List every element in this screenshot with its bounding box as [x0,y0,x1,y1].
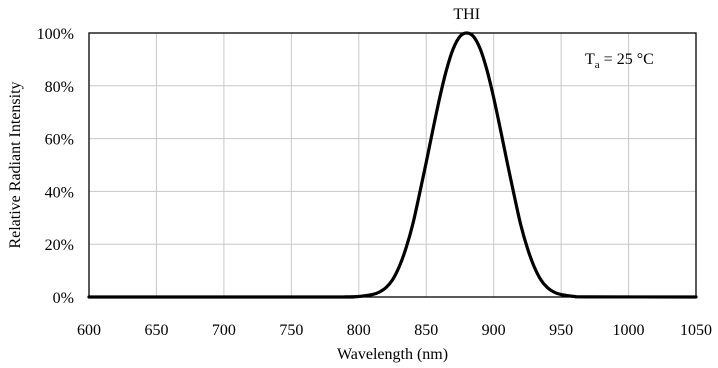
y-tick-label: 0% [53,290,74,307]
y-tick-label: 40% [45,184,74,201]
plot-area-frame [88,32,697,298]
x-tick-label: 850 [414,322,438,339]
y-tick-label: 80% [45,79,74,96]
annotation-subscript: a [595,59,600,71]
grid [89,33,696,297]
x-tick-label: 950 [549,322,573,339]
y-tick-label: 20% [45,237,74,254]
y-tick-label: 100% [37,26,74,43]
x-tick-label: 600 [77,322,101,339]
x-tick-label: 700 [212,322,236,339]
x-tick-label: 650 [144,322,168,339]
chart-title: THI [453,6,480,23]
x-tick-label: 1000 [613,322,645,339]
series-layer [87,31,698,299]
x-tick-label: 750 [279,322,303,339]
annotation-symbol: T [585,51,595,68]
x-tick-labels: 600 650 700 750 800 850 900 950 1000 1050 [77,322,712,339]
x-tick-label: 900 [482,322,506,339]
y-axis-title: Relative Radiant Intensity [7,81,24,248]
annotation-value: = 25 °C [600,51,654,68]
temperature-annotation: Ta = 25 °C [585,51,654,71]
series-line [87,31,698,299]
x-tick-label: 800 [347,322,371,339]
x-axis-title: Wavelength (nm) [337,346,448,363]
y-tick-labels: 0% 20% 40% 60% 80% 100% [37,26,74,307]
y-tick-label: 60% [45,132,74,149]
x-tick-label: 1050 [680,322,712,339]
